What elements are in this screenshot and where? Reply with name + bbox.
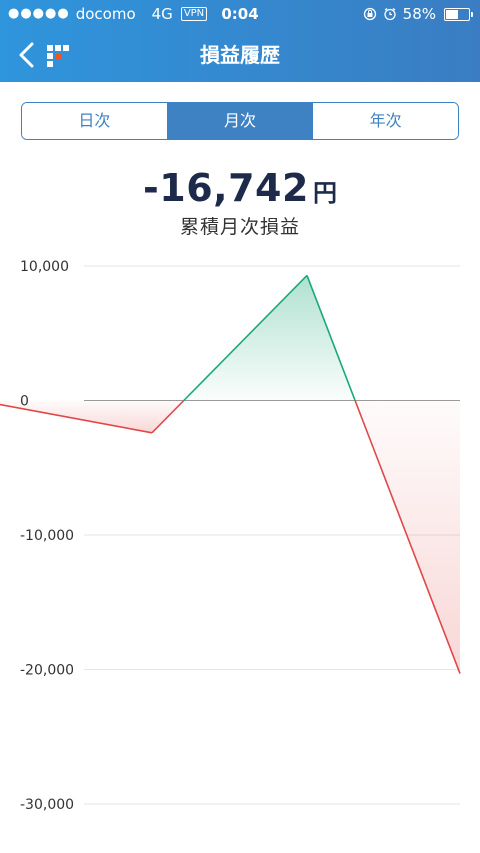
segment-yearly[interactable]: 年次 [312, 103, 458, 139]
negative-series-line [0, 403, 153, 434]
app-logo-icon [47, 45, 69, 67]
y-tick-label: 0 [20, 394, 29, 410]
y-tick-label: 10,000 [20, 259, 69, 275]
signal-icon: ●●●●● [8, 6, 70, 21]
y-tick-label: -10,000 [20, 528, 74, 544]
pl-amount: -16,742 [143, 166, 309, 210]
status-bar: ●●●●● docomo 4G VPN 0:04 58% [0, 0, 480, 28]
segment-daily[interactable]: 日次 [22, 103, 167, 139]
segment-monthly[interactable]: 月次 [166, 103, 313, 139]
chart-line [0, 274, 461, 674]
network-label: 4G [151, 5, 173, 23]
negative-series-line [151, 399, 185, 434]
rotation-lock-icon [363, 7, 376, 21]
back-chevron-icon[interactable] [14, 40, 40, 70]
carrier-label: docomo [75, 5, 136, 23]
cumulative-pl-label: 累積月次損益 [179, 216, 300, 238]
cumulative-pl-value: -16,742 円 [0, 166, 480, 210]
chart-y-tick-labels: 10,000 0 -10,000 -20,000 -30,000 [20, 259, 74, 813]
battery-icon [444, 7, 473, 21]
status-time: 0:04 [221, 5, 259, 23]
pl-unit: 円 [312, 179, 337, 207]
status-right: 58% [363, 0, 473, 28]
status-left: ●●●●● docomo 4G VPN [8, 0, 208, 28]
vpn-badge: VPN [180, 7, 208, 21]
alarm-icon [384, 8, 396, 21]
positive-series-line [306, 275, 356, 401]
negative-series-line [354, 400, 461, 674]
nav-bar: 損益履歴 [0, 28, 480, 82]
y-tick-label: -30,000 [20, 797, 74, 813]
pl-chart: 10,000 0 -10,000 -20,000 -30,000 [0, 259, 461, 813]
y-tick-label: -20,000 [20, 663, 74, 679]
battery-percent: 58% [402, 5, 436, 23]
negative-area [0, 400, 152, 433]
positive-series-line [183, 274, 308, 402]
app-header: ●●●●● docomo 4G VPN 0:04 58% [0, 0, 480, 82]
chart-area-fill [0, 275, 460, 674]
page-title: 損益履歴 [200, 43, 280, 67]
period-segmented-control: 日次 月次 年次 [21, 102, 459, 140]
